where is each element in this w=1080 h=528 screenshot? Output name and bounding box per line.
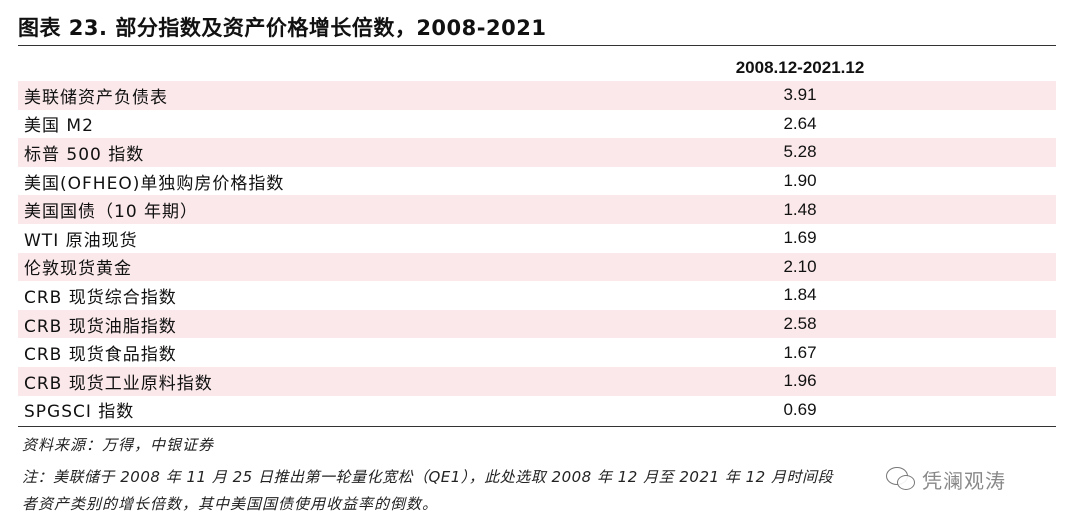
table-row: WTI 原油现货 1.69	[18, 224, 1056, 253]
row-label: CRB 现货工业原料指数	[24, 373, 213, 394]
wechat-icon	[886, 467, 916, 491]
row-value: 1.96	[783, 371, 817, 391]
table-row: 伦敦现货黄金 2.10	[18, 252, 1056, 282]
row-label: 美国 M2	[24, 116, 94, 137]
row-value: 3.91	[783, 85, 817, 105]
table-row: CRB 现货工业原料指数 1.96	[18, 366, 1056, 396]
row-label: 美国(OFHEO)单独购房价格指数	[24, 173, 285, 194]
table-row: 美联储资产负债表 3.91	[18, 81, 1056, 110]
table-row: 美国(OFHEO)单独购房价格指数 1.90	[18, 167, 1056, 196]
row-value: 5.28	[783, 142, 817, 162]
bottom-rule	[18, 426, 1056, 427]
row-value: 2.64	[783, 113, 817, 133]
row-label: 美国国债（10 年期）	[24, 202, 199, 223]
row-label: 伦敦现货黄金	[24, 259, 132, 280]
row-label: SPGSCI 指数	[24, 402, 135, 423]
row-value: 2.10	[783, 256, 817, 276]
row-value: 1.69	[783, 228, 817, 248]
footnote-line-1: 注：美联储于 2008 年 11 月 25 日推出第一轮量化宽松（QE1），此处…	[22, 468, 833, 486]
watermark: 凭澜观涛	[880, 462, 1012, 496]
footnote-line-2: 者资产类别的增长倍数，其中美国国债使用收益率的倒数。	[22, 495, 439, 513]
table-row: 标普 500 指数 5.28	[18, 138, 1056, 167]
row-label: CRB 现货综合指数	[24, 287, 177, 308]
row-label: 美联储资产负债表	[24, 87, 168, 108]
table-row: CRB 现货综合指数 1.84	[18, 281, 1056, 310]
column-header: 2008.12-2021.12	[735, 58, 865, 77]
row-label: WTI 原油现货	[24, 230, 138, 251]
table-row: 美国国债（10 年期） 1.48	[18, 195, 1056, 224]
table-row: SPGSCI 指数 0.69	[18, 396, 1056, 425]
data-table: 美联储资产负债表 3.91 美国 M2 2.64 标普 500 指数 5.28 …	[18, 81, 1056, 424]
watermark-text: 凭澜观涛	[922, 468, 1006, 493]
row-value: 1.67	[783, 342, 817, 362]
row-label: CRB 现货食品指数	[24, 345, 177, 366]
row-value: 1.48	[783, 199, 817, 219]
row-label: CRB 现货油脂指数	[24, 316, 177, 337]
row-label: 标普 500 指数	[24, 144, 145, 165]
table-row: CRB 现货食品指数 1.67	[18, 338, 1056, 367]
row-value: 1.84	[783, 285, 817, 305]
source-note: 资料来源：万得，中银证券	[22, 436, 215, 454]
row-value: 2.58	[783, 314, 817, 334]
row-value: 1.90	[783, 171, 817, 191]
top-rule	[18, 45, 1056, 46]
row-value: 0.69	[783, 399, 817, 419]
table-row: CRB 现货油脂指数 2.58	[18, 309, 1056, 339]
table-row: 美国 M2 2.64	[18, 110, 1056, 139]
figure-title: 图表 23. 部分指数及资产价格增长倍数，2008-2021	[18, 16, 547, 40]
